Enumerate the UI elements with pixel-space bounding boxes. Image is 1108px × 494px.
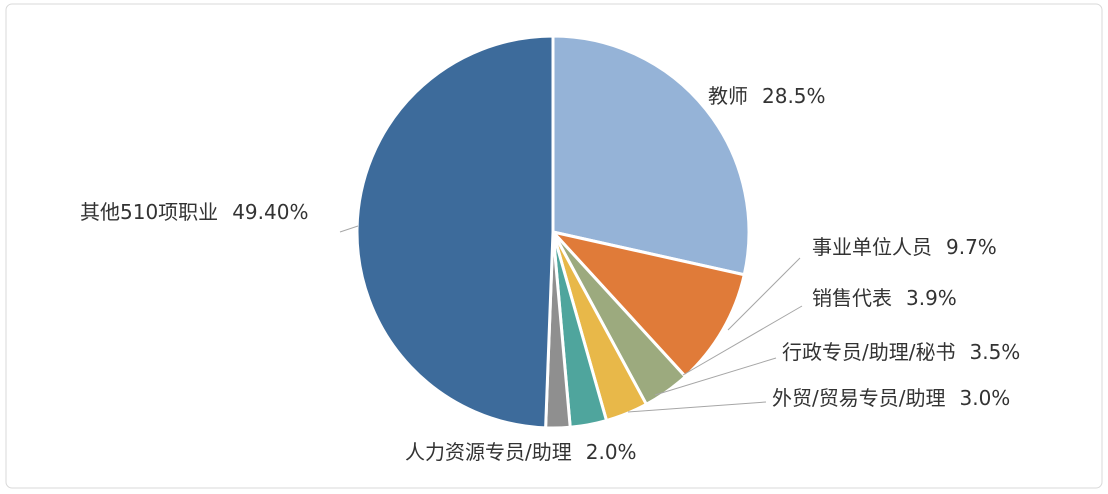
category-name: 外贸/贸易专员/助理 (772, 386, 945, 410)
category-name: 人力资源专员/助理 (405, 440, 572, 464)
category-name: 行政专员/助理/秘书 (782, 340, 955, 364)
leader-line (654, 357, 777, 396)
slice-label: 其他510项职业 49.40% (80, 200, 308, 224)
category-name: 销售代表 (812, 286, 892, 310)
slice-label: 行政专员/助理/秘书 3.5% (782, 340, 1020, 364)
category-name: 其他510项职业 (80, 200, 218, 224)
category-name: 教师 (708, 84, 748, 108)
value-label: 3.5% (969, 340, 1020, 364)
value-label: 28.5% (762, 84, 826, 108)
pie-slice (551, 34, 751, 277)
value-label: 3.0% (959, 386, 1010, 410)
leader-line (627, 401, 767, 413)
pie-slice (355, 34, 555, 430)
value-label: 3.9% (906, 286, 957, 310)
leader-line (682, 305, 803, 376)
slice-label: 事业单位人员 9.7% (812, 235, 997, 259)
value-label: 9.7% (946, 235, 997, 259)
slice-label: 销售代表 3.9% (812, 286, 957, 310)
value-label: 49.40% (232, 200, 308, 224)
leader-line (339, 225, 359, 233)
leader-line (727, 257, 801, 331)
value-label: 2.0% (586, 440, 637, 464)
category-name: 事业单位人员 (812, 235, 932, 259)
pie-slice (548, 229, 747, 379)
labels: 教师 28.5% 事业单位人员 9.7% 销售代表 3.9% 行政专员/助理/秘书 3.5% 外… (80, 84, 1020, 464)
slice-label: 外贸/贸易专员/助理 3.0% (772, 386, 1010, 410)
slice-label: 教师 28.5% (708, 84, 826, 108)
pie (355, 34, 751, 430)
slice-label: 人力资源专员/助理 2.0% (405, 440, 637, 464)
